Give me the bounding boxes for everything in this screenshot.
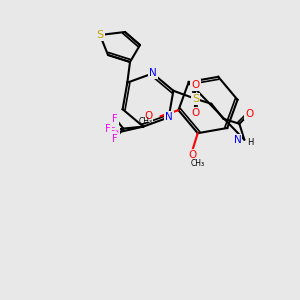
Text: S: S <box>192 94 199 104</box>
Text: O: O <box>191 80 200 90</box>
Text: CF₃: CF₃ <box>104 127 119 136</box>
Text: CH₃: CH₃ <box>138 117 152 126</box>
Text: F: F <box>112 134 118 144</box>
Text: O: O <box>189 150 197 160</box>
Text: S: S <box>96 30 103 40</box>
Text: O: O <box>191 108 200 118</box>
Text: CH₃: CH₃ <box>191 159 205 168</box>
Text: O: O <box>245 109 254 119</box>
Text: N: N <box>234 135 242 145</box>
Text: F: F <box>112 114 118 124</box>
Text: F: F <box>106 124 111 134</box>
Text: O: O <box>144 111 152 121</box>
Text: H: H <box>248 138 254 147</box>
Text: N: N <box>165 112 172 122</box>
Text: N: N <box>149 68 157 78</box>
